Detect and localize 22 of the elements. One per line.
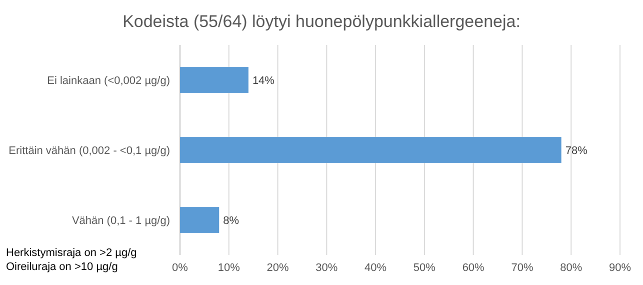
- x-tick-label: 60%: [462, 262, 485, 274]
- chart-title: Kodeista (55/64) löytyi huonepölypunkkiallergeeneja:: [122, 12, 520, 31]
- x-tick-label: 10%: [218, 262, 240, 274]
- x-tick-label: 90%: [608, 262, 632, 274]
- text: Oireiluraja on >10 µg/g: [6, 261, 118, 273]
- x-tick-label: 30%: [316, 262, 338, 274]
- x-tick-label: 0%: [172, 262, 188, 274]
- bar: [180, 137, 562, 163]
- x-tick-label: 20%: [266, 262, 289, 274]
- text: Herkistymisraja on >2 µg/g: [6, 247, 137, 259]
- data-label: 78%: [565, 144, 588, 157]
- data-label: 14%: [252, 74, 275, 87]
- x-tick-label: 80%: [560, 262, 582, 274]
- bar: [180, 67, 248, 93]
- y-tick-label: Ei lainkaan (<0,002 µg/g): [47, 74, 170, 87]
- y-tick-label: Erittäin vähän (0,002 - <0,1 µg/g): [8, 144, 170, 157]
- x-tick-label: 50%: [413, 262, 436, 274]
- bar: [180, 207, 220, 233]
- x-tick-label: 40%: [364, 262, 387, 274]
- data-label: 8%: [223, 214, 240, 227]
- y-tick-label: Vähän (0,1 - 1 µg/g): [72, 214, 170, 227]
- x-tick-label: 70%: [511, 262, 534, 274]
